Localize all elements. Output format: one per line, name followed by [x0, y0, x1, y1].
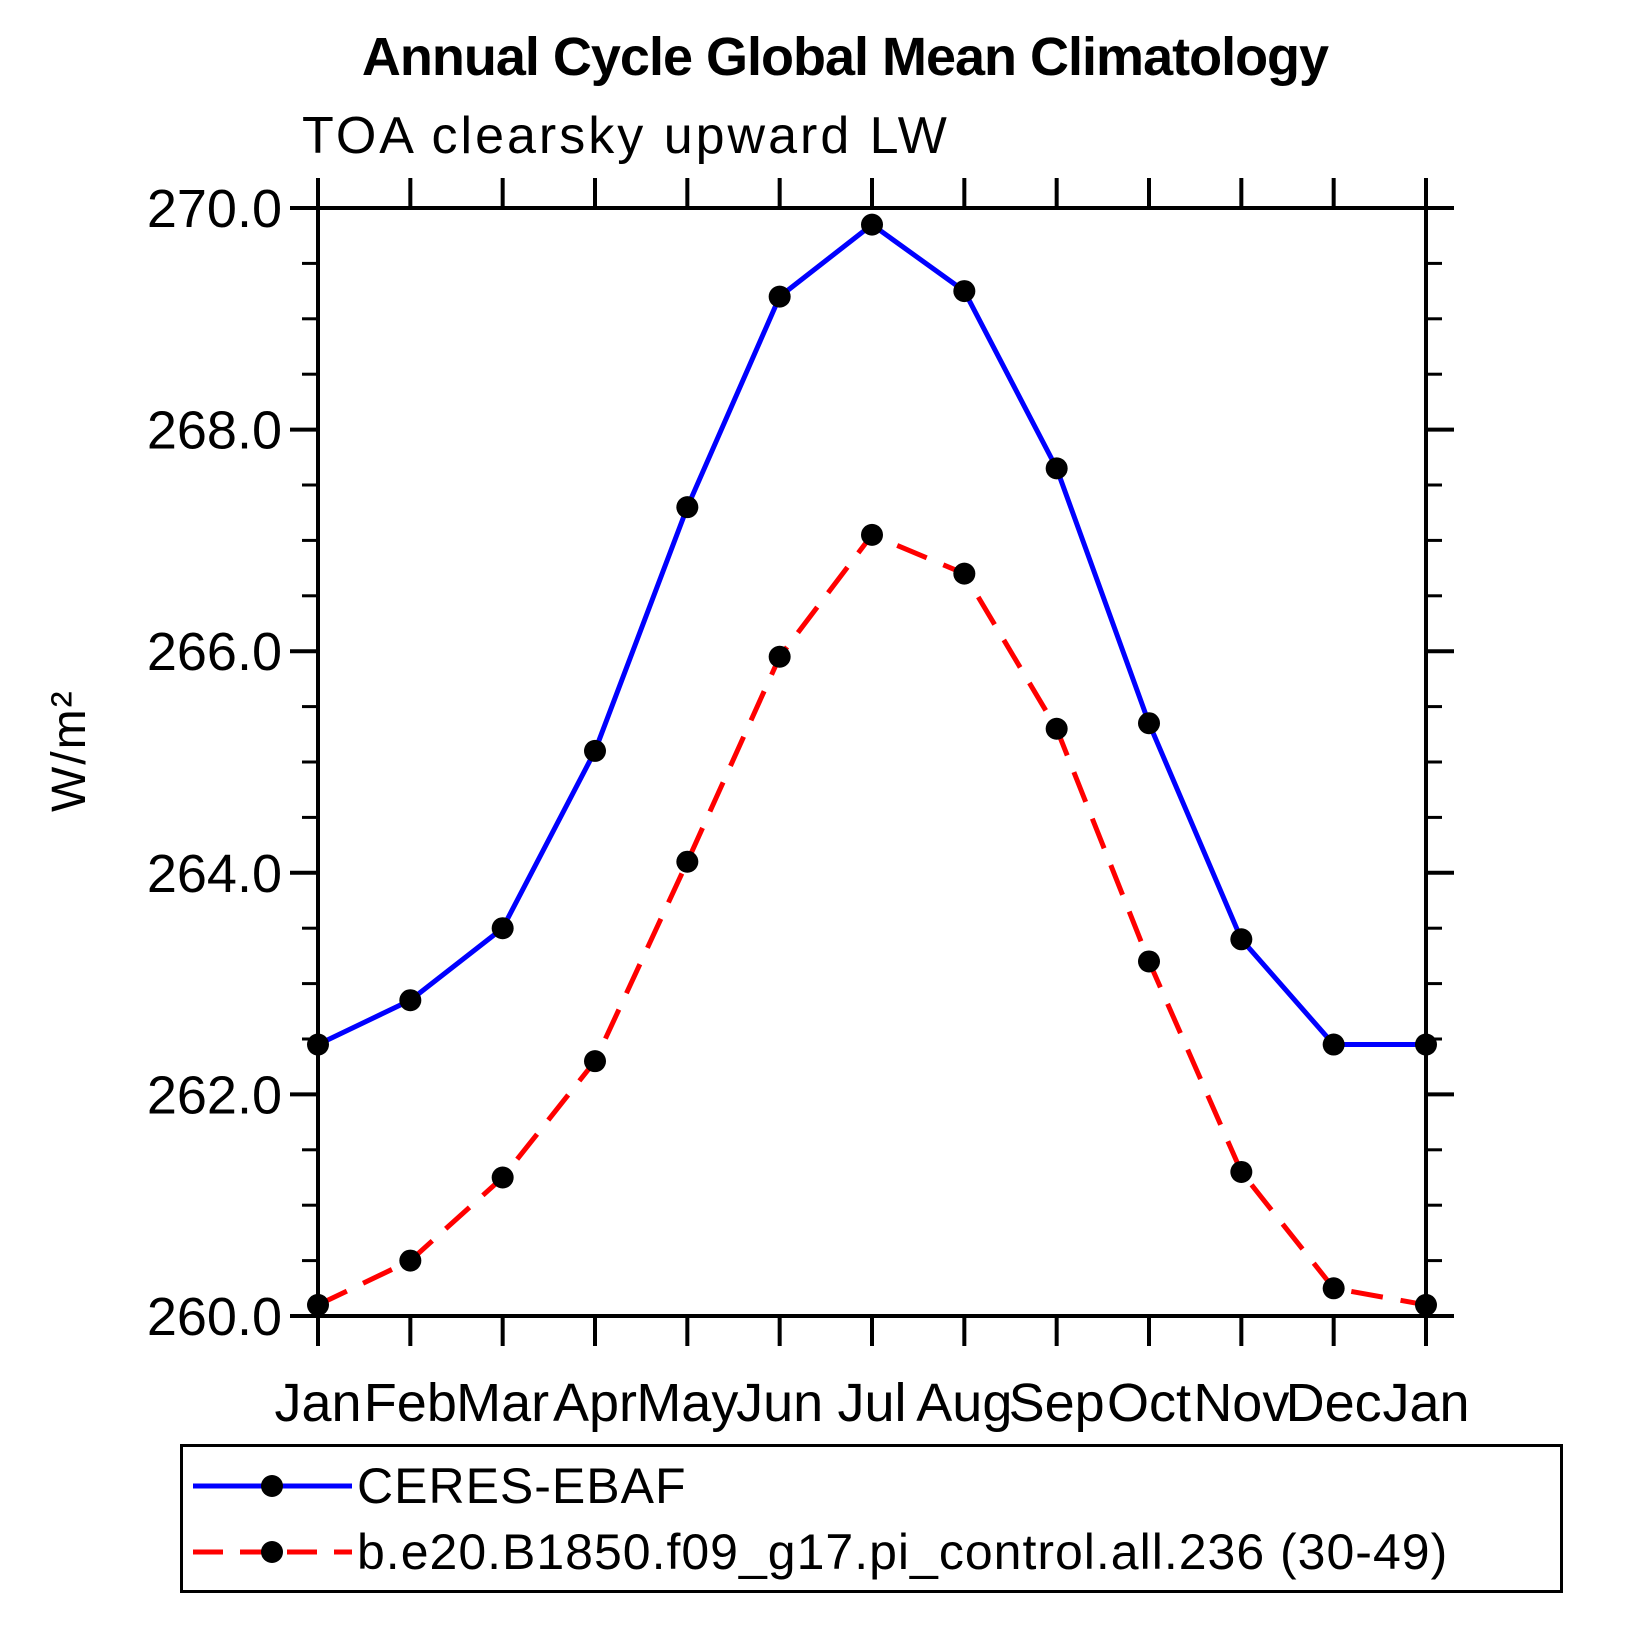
data-point-marker: [953, 562, 976, 585]
x-tick-label: Jan: [274, 1373, 361, 1433]
x-tick-label: Nov: [1193, 1373, 1289, 1433]
data-point-marker: [953, 280, 976, 303]
legend-label-ceres: CERES-EBAF: [357, 1457, 687, 1514]
x-tick-label: Jan: [1382, 1373, 1469, 1433]
y-tick-label: 270.0: [147, 179, 282, 239]
x-tick-label: Aug: [916, 1373, 1012, 1433]
series-line-1: [316, 531, 1427, 1308]
x-tick-label: Sep: [1009, 1373, 1105, 1433]
data-point-marker: [491, 917, 514, 940]
data-point-marker: [768, 285, 791, 308]
x-tick-label: Mar: [456, 1373, 549, 1433]
chart-subtitle: TOA clearsky upward LW: [302, 107, 950, 165]
x-tick-label: Oct: [1107, 1373, 1191, 1433]
chart-title: Annual Cycle Global Mean Climatology: [361, 27, 1329, 87]
plot-box: [316, 206, 1428, 1318]
data-point-marker: [676, 496, 699, 519]
legend-item-model: b.e20.B1850.f09_g17.pi_control.all.236 (…: [187, 1519, 1560, 1585]
data-point-marker: [1415, 1293, 1437, 1316]
legend-label-model: b.e20.B1850.f09_g17.pi_control.all.236 (…: [357, 1523, 1449, 1580]
legend-item-ceres: CERES-EBAF: [187, 1453, 1560, 1519]
y-tick-label: 260.0: [147, 1287, 282, 1347]
legend-sample-model: [193, 1540, 352, 1563]
data-point-marker: [861, 523, 883, 546]
legend: CERES-EBAF b.e20.B1850.f09_g17.pi_contro…: [180, 1444, 1563, 1593]
x-tick-label: Dec: [1286, 1373, 1382, 1433]
x-tick-label: Jun: [736, 1373, 823, 1433]
data-point-marker: [1045, 457, 1068, 480]
data-point-marker: [584, 1050, 606, 1073]
data-point-marker: [399, 1249, 422, 1272]
y-tick-label: 262.0: [147, 1065, 282, 1125]
legend-sample-ceres: [193, 1474, 352, 1497]
data-point-marker: [861, 213, 883, 236]
data-point-marker: [307, 1033, 329, 1056]
x-tick-label: Apr: [553, 1373, 637, 1433]
data-point-marker: [1230, 1160, 1253, 1183]
data-point-marker: [1230, 928, 1253, 951]
data-point-marker: [1322, 1033, 1345, 1056]
series-line-0: [316, 221, 1426, 1048]
data-point-marker: [491, 1166, 514, 1189]
data-point-marker: [584, 739, 606, 762]
legend-marker-icon: [261, 1540, 283, 1563]
legend-marker-icon: [261, 1474, 283, 1497]
x-tick-label: Feb: [364, 1373, 457, 1433]
data-point-marker: [399, 989, 422, 1012]
y-tick-label: 264.0: [147, 844, 282, 904]
data-point-marker: [1138, 950, 1160, 973]
data-point-marker: [307, 1293, 329, 1316]
y-tick-label: 268.0: [147, 401, 282, 461]
data-point-marker: [1322, 1277, 1345, 1300]
y-tick-label: 266.0: [147, 622, 282, 682]
data-point-marker: [1045, 717, 1068, 740]
x-tick-label: May: [636, 1373, 738, 1433]
data-point-marker: [676, 850, 699, 873]
data-point-marker: [1138, 712, 1160, 735]
data-point-marker: [1415, 1033, 1437, 1056]
data-point-marker: [768, 645, 791, 668]
x-tick-label: Jul: [837, 1373, 906, 1433]
